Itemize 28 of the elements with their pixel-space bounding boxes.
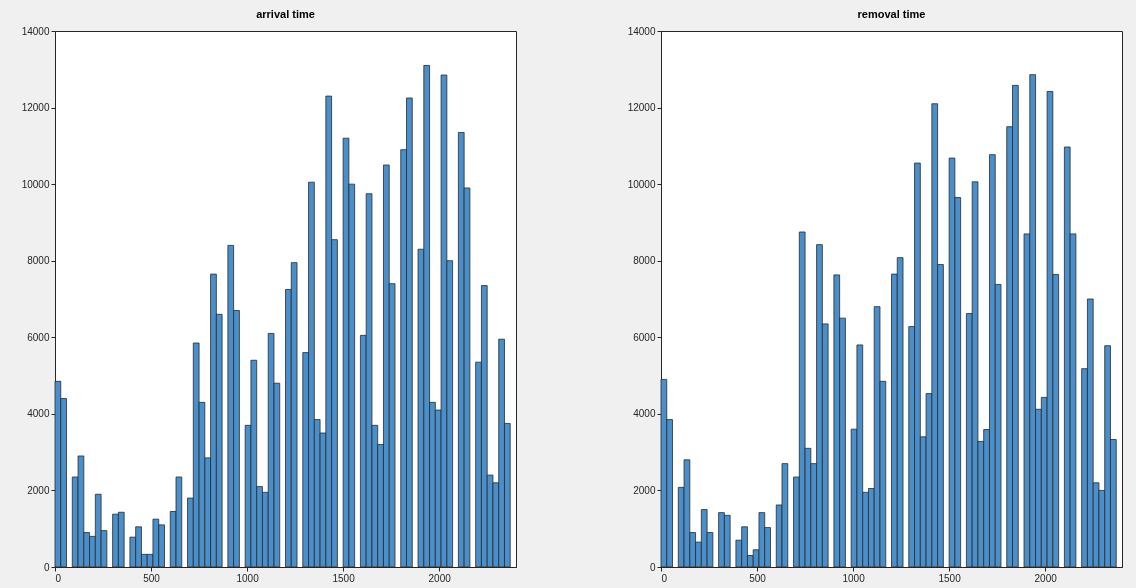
y-tick-label: 14000 — [21, 25, 50, 37]
y-tick-label: 12000 — [627, 102, 656, 114]
x-tick-label: 1500 — [332, 572, 356, 584]
x-tick-label: 1000 — [236, 572, 260, 584]
y-tick-label: 0 — [43, 561, 50, 573]
x-tick-label: 500 — [749, 572, 767, 584]
y-tick-label: 10000 — [21, 178, 50, 190]
y-tick-label: 2000 — [633, 484, 656, 496]
x-tick-label: 2000 — [1034, 572, 1058, 584]
x-tick-label: 500 — [143, 572, 161, 584]
y-tick-label: 4000 — [27, 408, 50, 420]
y-tick-label: 2000 — [27, 484, 50, 496]
x-tick-label: 0 — [661, 572, 668, 584]
chart-title: removal time — [857, 8, 926, 20]
y-tick-label: 6000 — [633, 331, 656, 343]
y-tick-label: 8000 — [27, 255, 50, 267]
x-tick-label: 0 — [55, 572, 62, 584]
chart-title: arrival time — [256, 8, 315, 20]
y-tick-label: 4000 — [633, 408, 656, 420]
x-tick-label: 1500 — [938, 572, 962, 584]
y-tick-label: 12000 — [21, 102, 50, 114]
y-tick-label: 0 — [649, 561, 656, 573]
y-tick-label: 8000 — [633, 255, 656, 267]
y-tick-label: 10000 — [627, 178, 656, 190]
y-tick-label: 14000 — [627, 25, 656, 37]
y-tick-label: 6000 — [27, 331, 50, 343]
x-tick-label: 2000 — [428, 572, 452, 584]
x-tick-label: 1000 — [842, 572, 866, 584]
